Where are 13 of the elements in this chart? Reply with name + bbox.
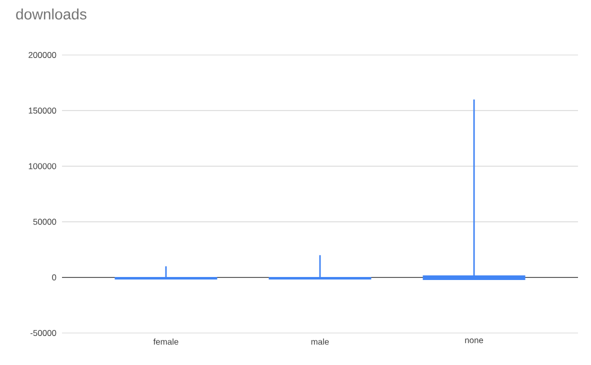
x-tick-label: none xyxy=(465,338,484,344)
y-tick-label: 50000 xyxy=(33,218,56,225)
y-tick-label: 200000 xyxy=(28,52,56,58)
y-tick-label: 0 xyxy=(52,274,56,280)
chart-title: downloads xyxy=(16,8,86,20)
y-tick-label: 100000 xyxy=(28,163,56,170)
x-tick-label: male xyxy=(311,338,329,345)
candlestick xyxy=(268,254,372,280)
y-tick-label: -50000 xyxy=(30,330,56,336)
candlestick xyxy=(114,266,218,280)
x-tick-label: female xyxy=(153,338,178,345)
y-tick-label: 150000 xyxy=(28,108,56,114)
candlestick xyxy=(422,98,526,280)
